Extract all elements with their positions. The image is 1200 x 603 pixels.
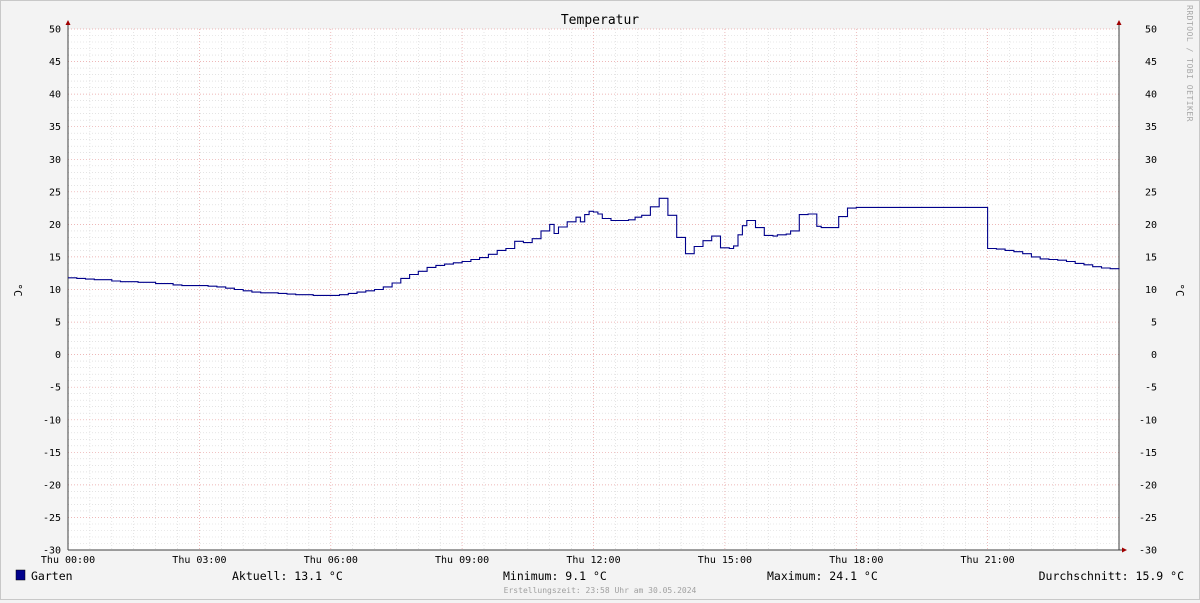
series-line-garten (68, 197, 1120, 296)
y-tick-label: -15 (1139, 448, 1157, 459)
axes (65, 20, 1127, 553)
y-axis-left-arrow-icon (65, 20, 71, 25)
y-axis-label-left: °C (11, 283, 24, 296)
x-tick-label: Thu 03:00 (172, 555, 226, 566)
legend-swatch (15, 569, 26, 581)
y-tick-label: -5 (49, 383, 61, 394)
y-axis-label-right: °C (1173, 283, 1186, 296)
y-tick-label: 45 (1145, 57, 1157, 68)
y-tick-label: 20 (49, 220, 61, 231)
x-tick-label: Thu 06:00 (304, 555, 358, 566)
x-tick-label: Thu 18:00 (829, 555, 883, 566)
y-tick-label: 25 (49, 187, 61, 198)
y-tick-label: 5 (1151, 318, 1157, 329)
y-tick-label: 15 (1145, 252, 1157, 263)
x-tick-labels: Thu 00:00 Thu 03:00 Thu 06:00 Thu 09:00 Thu … (41, 555, 1015, 566)
major-grid (67, 28, 1119, 551)
legend-series-name: Garten (31, 569, 73, 583)
y-tick-label: 5 (55, 318, 61, 329)
y-tick-label: 0 (1151, 350, 1157, 361)
legend-average: Durchschnitt: 15.9 °C (1039, 569, 1184, 583)
series-layer (68, 197, 1120, 296)
y-tick-label: -10 (43, 415, 61, 426)
x-tick-label: Thu 21:00 (961, 555, 1015, 566)
x-axis-arrow-icon (1122, 547, 1127, 553)
y-tick-label: 40 (49, 90, 61, 101)
y-tick-label: -5 (1145, 383, 1157, 394)
y-tick-label: 45 (49, 57, 61, 68)
y-tick-label: 35 (1145, 122, 1157, 133)
y-tick-label: 0 (55, 350, 61, 361)
chart-title: Temperatur (561, 13, 639, 28)
x-tick-label: Thu 09:00 (435, 555, 489, 566)
y-tick-label: 30 (1145, 155, 1157, 166)
legend-minimum: Minimum: 9.1 °C (503, 569, 607, 583)
y-tick-label: 35 (49, 122, 61, 133)
x-tick-label: Thu 00:00 (41, 555, 95, 566)
x-tick-label: Thu 12:00 (566, 555, 620, 566)
y-tick-label: -20 (43, 480, 61, 491)
y-tick-label: -30 (1139, 546, 1157, 557)
y-tick-label: -15 (43, 448, 61, 459)
rrdtool-watermark: RRDTOOL / TOBI OETIKER (1185, 5, 1194, 122)
legend-maximum: Maximum: 24.1 °C (767, 569, 878, 583)
creation-timestamp: Erstellungszeit: 23:58 Uhr am 30.05.2024 (504, 586, 697, 595)
y-tick-label: 25 (1145, 187, 1157, 198)
y-tick-label: -25 (43, 513, 61, 524)
legend-current: Aktuell: 13.1 °C (232, 569, 343, 583)
y-tick-label: 10 (1145, 285, 1157, 296)
x-tick-label: Thu 15:00 (698, 555, 752, 566)
y-tick-label: 40 (1145, 90, 1157, 101)
y-tick-label: 50 (1145, 25, 1157, 36)
y-axis-right-arrow-icon (1116, 20, 1122, 25)
y-tick-label: 15 (49, 252, 61, 263)
y-tick-label: 10 (49, 285, 61, 296)
y-tick-label: 50 (49, 25, 61, 36)
y-tick-label: -10 (1139, 415, 1157, 426)
y-tick-label: 30 (49, 155, 61, 166)
y-tick-label: 20 (1145, 220, 1157, 231)
y-tick-label: -20 (1139, 480, 1157, 491)
y-tick-label: -30 (43, 546, 61, 557)
y-tick-label: -25 (1139, 513, 1157, 524)
